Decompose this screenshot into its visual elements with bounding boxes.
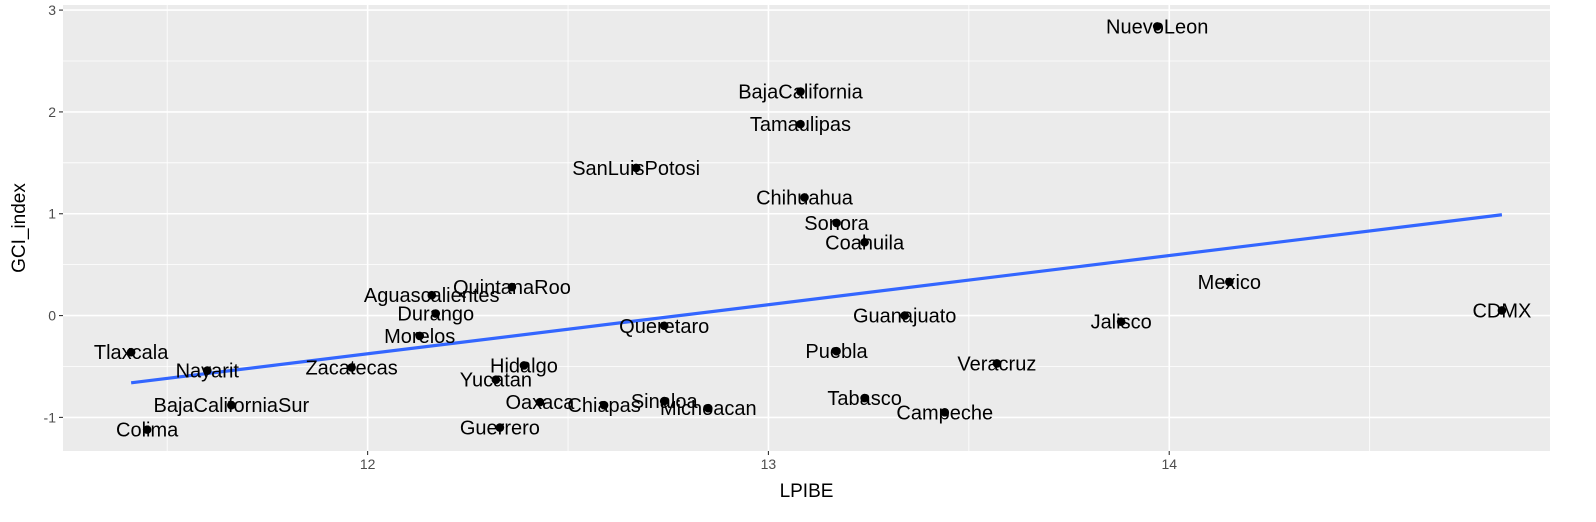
point-label: SanLuisPotosi bbox=[572, 158, 700, 180]
point-label: QuintanaRoo bbox=[453, 277, 571, 299]
data-point bbox=[796, 119, 805, 129]
data-point bbox=[659, 396, 669, 406]
point-label: BajaCalifornia bbox=[738, 82, 863, 104]
data-point bbox=[631, 163, 641, 173]
data-point bbox=[704, 403, 713, 413]
plot-panel bbox=[63, 5, 1550, 451]
major-gridlines bbox=[63, 5, 1550, 451]
point-label: Puebla bbox=[805, 341, 868, 363]
data-point bbox=[1152, 22, 1162, 31]
data-point bbox=[126, 347, 136, 357]
data-point bbox=[599, 400, 609, 410]
point-label: Tamaulipas bbox=[750, 114, 851, 136]
y-tick-label: 1 bbox=[48, 206, 56, 222]
point-label: Queretaro bbox=[619, 316, 709, 338]
point-label: NuevoLeon bbox=[1106, 16, 1208, 38]
x-tick-label: 14 bbox=[1161, 456, 1177, 472]
point-label: Sonora bbox=[804, 213, 869, 235]
data-point bbox=[832, 346, 841, 356]
x-axis-title: LPIBE bbox=[780, 481, 834, 502]
data-point bbox=[796, 87, 805, 96]
point-label: Guerrero bbox=[460, 418, 540, 440]
data-point bbox=[800, 193, 809, 202]
point-label: Tlaxcala bbox=[94, 342, 169, 364]
y-tick-label: 2 bbox=[48, 104, 56, 120]
data-point bbox=[1225, 277, 1234, 287]
data-point bbox=[1116, 317, 1126, 326]
data-point bbox=[495, 423, 505, 432]
point-label: Colima bbox=[116, 420, 179, 442]
point-label: Chiapas bbox=[567, 395, 640, 417]
point-label: Tabasco bbox=[827, 388, 902, 410]
minor-gridlines bbox=[63, 5, 1550, 451]
point-label: Durango bbox=[397, 304, 474, 326]
data-point bbox=[347, 363, 356, 372]
data-point bbox=[992, 359, 1002, 368]
point-label: Michoacan bbox=[660, 398, 757, 420]
point-label: CDMX bbox=[1472, 300, 1531, 322]
data-points bbox=[126, 22, 1507, 434]
y-axis-title: GCI_index bbox=[9, 183, 30, 273]
x-tick-label: 12 bbox=[360, 456, 376, 472]
point-label: Veracruz bbox=[957, 353, 1036, 375]
data-point bbox=[202, 366, 212, 375]
point-label: Sinaloa bbox=[631, 391, 699, 413]
point-label: Campeche bbox=[896, 402, 993, 424]
data-point bbox=[940, 408, 950, 417]
point-label: Hidalgo bbox=[490, 355, 558, 377]
data-point bbox=[427, 290, 437, 300]
x-tick-label: 13 bbox=[761, 456, 777, 472]
point-label: Mexico bbox=[1198, 272, 1261, 294]
data-point bbox=[491, 375, 501, 385]
regression-line bbox=[130, 213, 1503, 385]
point-label: Zacatecas bbox=[305, 358, 397, 380]
point-labels: NuevoLeon BajaCalifornia Tamaulipas SanLuis… bbox=[94, 16, 1531, 441]
data-point bbox=[1497, 306, 1507, 315]
y-axis: -1 0 1 2 3 bbox=[44, 2, 63, 425]
point-label: Yucatan bbox=[460, 370, 532, 392]
point-label: Chihuahua bbox=[756, 187, 854, 209]
data-point bbox=[431, 309, 441, 318]
point-label: Aguascalientes bbox=[364, 285, 500, 307]
y-tick-label: -1 bbox=[44, 409, 57, 425]
point-label: Morelos bbox=[384, 326, 455, 348]
point-label: BajaCaliforniaSur bbox=[154, 395, 310, 417]
point-label: Oaxaca bbox=[505, 392, 575, 414]
data-point bbox=[507, 282, 517, 292]
data-point bbox=[860, 237, 869, 247]
data-point bbox=[860, 393, 869, 403]
y-tick-label: 3 bbox=[48, 2, 56, 18]
data-point bbox=[900, 311, 909, 320]
point-label: Nayarit bbox=[176, 361, 240, 383]
data-point bbox=[227, 400, 236, 410]
data-point bbox=[519, 361, 529, 370]
point-label: Jalisco bbox=[1091, 312, 1152, 334]
data-point bbox=[832, 218, 841, 228]
point-label: Coahuila bbox=[825, 232, 905, 254]
data-point bbox=[659, 321, 669, 331]
point-label: Guanajuato bbox=[853, 306, 956, 328]
x-axis: 12 13 14 bbox=[360, 451, 1177, 472]
data-point bbox=[535, 397, 545, 407]
data-point bbox=[415, 331, 425, 341]
y-tick-label: 0 bbox=[48, 308, 56, 324]
data-point bbox=[142, 425, 152, 434]
